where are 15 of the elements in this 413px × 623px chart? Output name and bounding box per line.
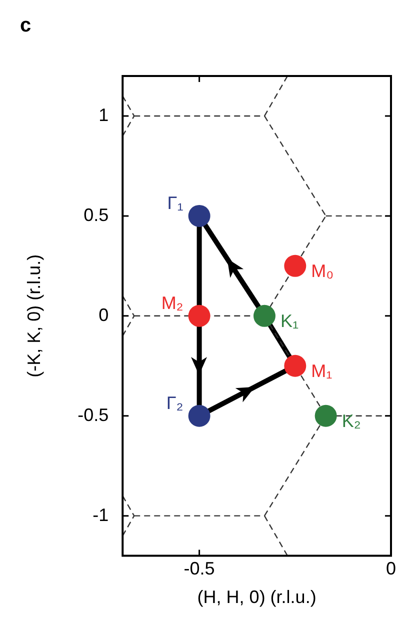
annotation: M₀ xyxy=(311,260,334,281)
y-tick-label: -0.5 xyxy=(78,404,109,425)
y-tick-label: -1 xyxy=(92,504,109,525)
annotation: K₁ xyxy=(280,310,299,331)
chart-title: c xyxy=(20,14,32,37)
y-tick-label: 0.5 xyxy=(84,204,109,225)
y-tick-label: 1 xyxy=(98,104,109,125)
x-axis-title: (H, H, 0) (r.l.u.) xyxy=(197,587,316,608)
y-axis-title: (-K, K, 0) (r.l.u.) xyxy=(24,254,44,378)
annotation: K₂ xyxy=(342,410,361,431)
annotation: Γ₁ xyxy=(167,192,184,213)
annotation: M₂ xyxy=(161,292,184,313)
annotation: Γ₂ xyxy=(166,392,184,413)
annotation: M₁ xyxy=(311,360,332,381)
y-tick-label: 0 xyxy=(98,304,109,325)
